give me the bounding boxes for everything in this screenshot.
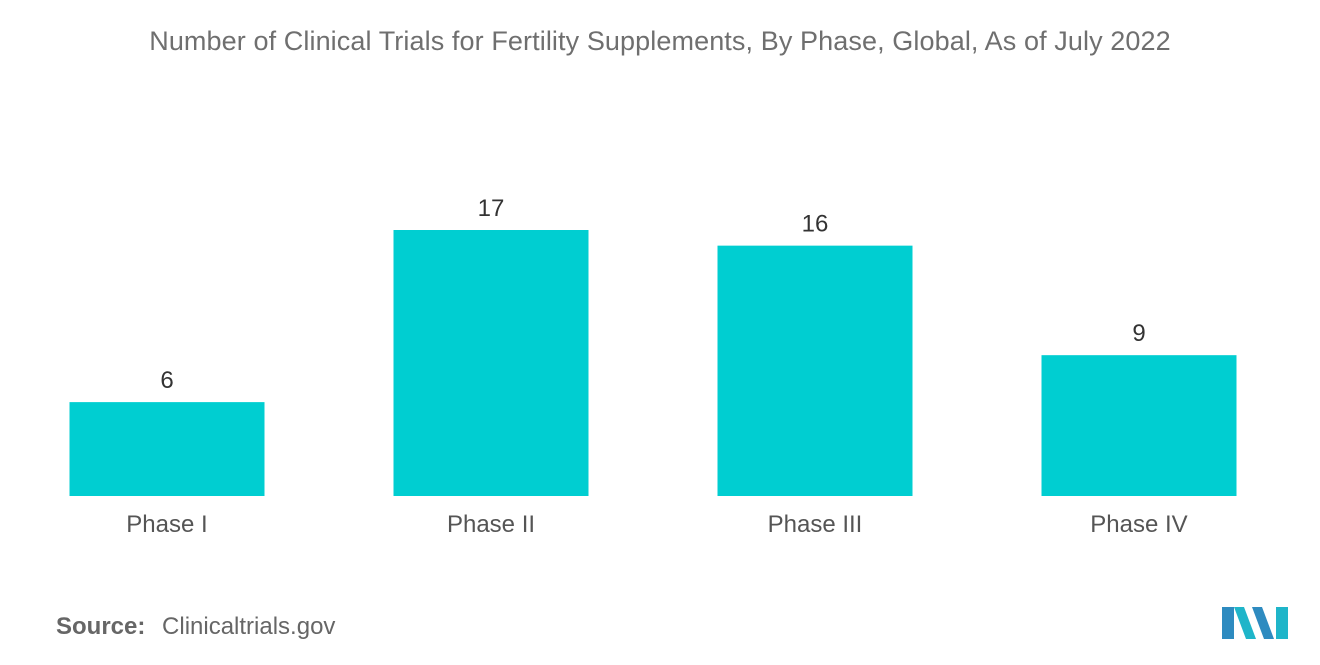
logo-right-stroke xyxy=(1276,607,1288,639)
data-label: 16 xyxy=(802,211,829,238)
data-label: 6 xyxy=(160,367,173,394)
source-label: Source: xyxy=(56,613,146,640)
source-note: Source: Clinicaltrials.gov xyxy=(56,613,335,641)
bar-phase-ii xyxy=(393,230,589,496)
bar-phase-iii xyxy=(717,245,913,496)
chart-title: Number of Clinical Trials for Fertility … xyxy=(149,26,1171,56)
x-tick-label: Phase I xyxy=(126,511,207,538)
source-value: Clinicaltrials.gov xyxy=(162,613,336,640)
mordor-intelligence-logo-icon xyxy=(1222,607,1288,639)
x-tick-label: Phase III xyxy=(768,511,863,538)
logo-left-stroke xyxy=(1222,607,1234,639)
data-label: 17 xyxy=(478,195,505,222)
logo-left-diagonal xyxy=(1234,607,1256,639)
data-label: 9 xyxy=(1132,320,1145,347)
x-tick-label: Phase IV xyxy=(1090,511,1187,538)
x-tick-label: Phase II xyxy=(447,511,535,538)
bar-phase-iv xyxy=(1041,355,1237,496)
logo-mid-diagonal xyxy=(1252,607,1274,639)
bar-phase-i xyxy=(69,402,265,496)
